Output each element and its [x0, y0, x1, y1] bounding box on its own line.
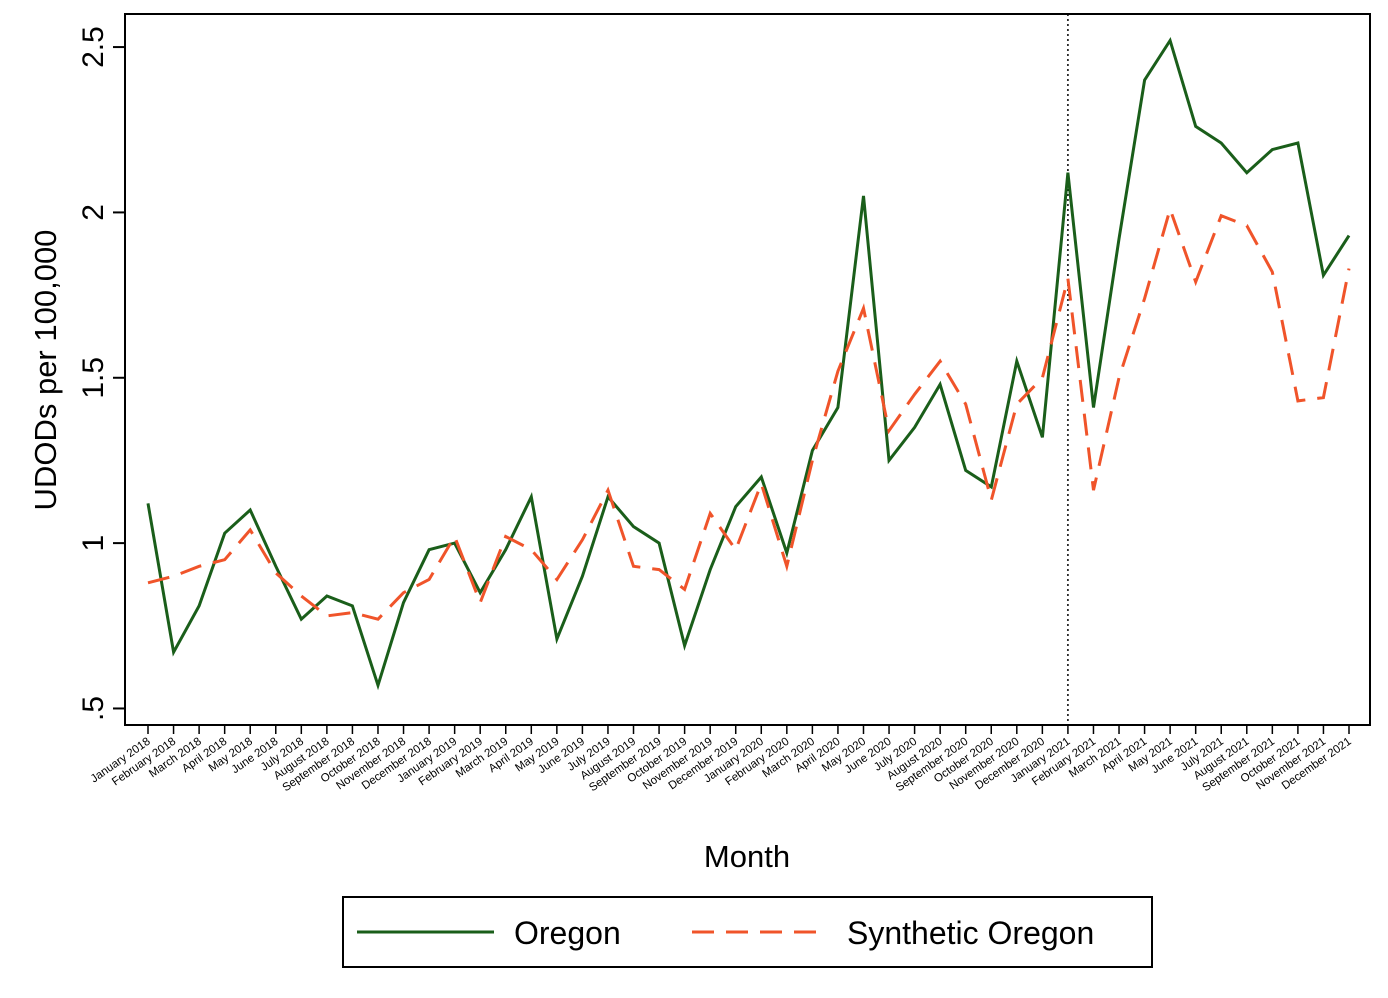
series-line-synthetic-oregon [147, 204, 1351, 621]
y-tick-label: 2.5 [77, 26, 110, 68]
y-tick-label: .5 [77, 696, 110, 721]
legend: Oregon Synthetic Oregon [342, 896, 1153, 968]
y-tick-label: 1.5 [77, 357, 110, 399]
y-axis-title: UDODs per 100,000 [28, 230, 63, 511]
legend-label-oregon: Oregon [514, 915, 621, 951]
y-tick-label: 1 [77, 535, 110, 552]
y-axis: .5 1 1.5 2 2.5 [77, 26, 125, 721]
legend-label-synthetic-oregon: Synthetic Oregon [847, 915, 1094, 951]
series-line-oregon [146, 36, 1351, 691]
x-axis-title: Month [704, 839, 790, 874]
series-layer [146, 36, 1351, 691]
plot-area [124, 13, 1371, 726]
y-tick-label: 2 [77, 204, 110, 221]
